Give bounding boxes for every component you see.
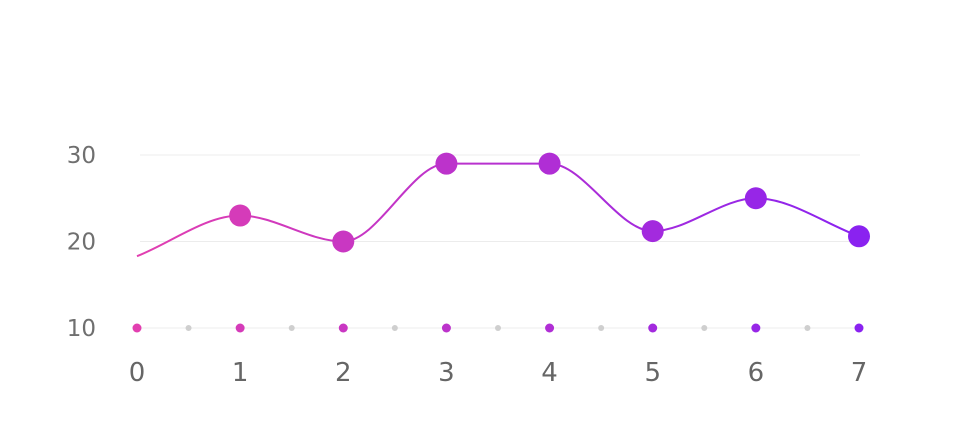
y-tick-label: 30 xyxy=(67,143,96,169)
baseline-minor-dot xyxy=(598,325,605,331)
x-tick-label: 0 xyxy=(129,358,146,388)
baseline-major-dot xyxy=(235,323,245,333)
y-tick-label: 20 xyxy=(67,230,96,256)
baseline-major-dot xyxy=(854,323,864,333)
baseline-minor-dot xyxy=(495,325,501,331)
series-line xyxy=(136,162,860,258)
baseline-major-dot xyxy=(338,323,348,333)
baseline-minor-dot xyxy=(701,325,708,331)
baseline-dots xyxy=(132,323,864,333)
data-point[interactable] xyxy=(435,152,458,175)
data-point[interactable] xyxy=(538,152,561,175)
x-tick-label: 5 xyxy=(644,358,661,388)
data-point[interactable] xyxy=(744,187,767,210)
baseline-major-dot xyxy=(441,323,451,333)
data-point[interactable] xyxy=(332,230,355,253)
y-tick-label: 10 xyxy=(67,316,96,342)
x-tick-label: 6 xyxy=(748,358,765,388)
baseline-minor-dot xyxy=(804,325,811,331)
x-tick-label: 2 xyxy=(335,358,352,388)
baseline-major-dot xyxy=(648,323,658,333)
data-point[interactable] xyxy=(641,220,664,243)
data-points xyxy=(229,152,870,253)
data-point[interactable] xyxy=(848,225,870,248)
x-tick-label: 4 xyxy=(541,358,558,388)
baseline-minor-dot xyxy=(185,325,192,331)
baseline-major-dot xyxy=(132,323,142,333)
x-tick-label: 7 xyxy=(851,358,868,388)
y-axis: 30 20 10 xyxy=(67,143,96,342)
series-line-path xyxy=(136,162,860,258)
x-tick-label: 1 xyxy=(232,358,249,388)
grid-lines xyxy=(140,154,860,329)
x-tick-label: 3 xyxy=(438,358,455,388)
data-point[interactable] xyxy=(229,204,252,227)
baseline-minor-dot xyxy=(391,325,398,331)
baseline-major-dot xyxy=(751,323,761,333)
x-axis: 0 1 2 3 4 5 6 7 xyxy=(129,358,868,388)
baseline-major-dot xyxy=(545,323,555,333)
baseline-minor-dot xyxy=(288,325,295,331)
